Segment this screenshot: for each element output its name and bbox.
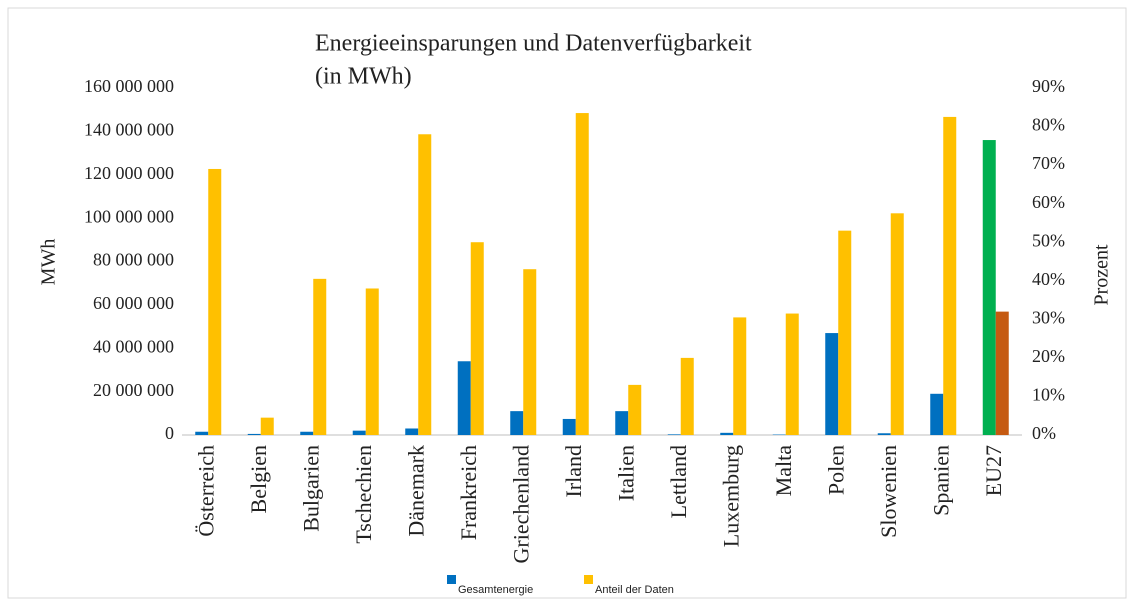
- legend-swatch: [584, 575, 593, 584]
- bar: [943, 116, 957, 436]
- bar: [300, 431, 314, 435]
- x-tick-label: Tschechien: [351, 445, 376, 544]
- bar: [208, 168, 222, 435]
- bar: [405, 428, 419, 435]
- y2-tick-label: 60%: [1032, 192, 1065, 212]
- bar: [890, 213, 904, 435]
- bar: [838, 230, 852, 435]
- bar: [733, 317, 747, 435]
- legend-label: Anteil der Daten: [595, 584, 674, 596]
- bar: [523, 269, 537, 435]
- bar: [877, 433, 891, 435]
- y2-tick-label: 30%: [1032, 307, 1065, 327]
- x-tick-label: Bulgarien: [298, 445, 323, 532]
- bar: [457, 361, 471, 435]
- bar: [418, 134, 432, 435]
- bar: [785, 313, 799, 435]
- y-tick-label: 80 000 000: [93, 250, 174, 270]
- bar: [825, 333, 839, 435]
- bar: [247, 433, 261, 435]
- x-tick-label: Frankreich: [456, 445, 481, 540]
- legend-label: Gesamtenergie: [458, 584, 533, 596]
- x-tick-label: Dänemark: [403, 445, 428, 537]
- y-tick-label: 160 000 000: [84, 76, 174, 96]
- bar: [562, 418, 576, 435]
- y-tick-label: 0: [165, 423, 174, 443]
- y2-tick-label: 80%: [1032, 115, 1065, 135]
- bar: [352, 430, 366, 435]
- bar: [510, 411, 524, 435]
- x-tick-label: Irland: [561, 445, 586, 498]
- bar: [313, 278, 327, 435]
- y2-tick-label: 40%: [1032, 269, 1065, 289]
- x-tick-label: EU27: [981, 445, 1006, 496]
- y2-tick-label: 70%: [1032, 153, 1065, 173]
- y-tick-label: 20 000 000: [93, 380, 174, 400]
- y-axis-label: MWh: [38, 239, 60, 286]
- x-tick-label: Polen: [823, 445, 848, 495]
- legend-swatch: [447, 575, 456, 584]
- bar: [615, 411, 629, 435]
- x-tick-label: Italien: [613, 445, 638, 501]
- y2-tick-label: 0%: [1032, 423, 1056, 443]
- y-tick-label: 60 000 000: [93, 293, 174, 313]
- y2-tick-label: 20%: [1032, 346, 1065, 366]
- y-tick-label: 40 000 000: [93, 336, 174, 356]
- bar: [365, 288, 379, 435]
- bar: [575, 113, 589, 436]
- x-tick-label: Lettland: [666, 445, 691, 518]
- x-tick-label: Luxemburg: [718, 445, 743, 547]
- x-tick-label: Slowenien: [876, 445, 901, 538]
- y-tick-label: 140 000 000: [84, 120, 174, 140]
- x-tick-label: Spanien: [928, 445, 953, 516]
- bar: [930, 393, 944, 435]
- x-tick-label: Malta: [771, 445, 796, 497]
- chart-frame: [7, 7, 1127, 599]
- bar: [982, 140, 996, 436]
- x-tick-label: Österreich: [193, 445, 218, 537]
- chart-title: Energieeinsparungen und Datenverfügbarke…: [315, 31, 752, 57]
- bar: [680, 357, 694, 435]
- bar: [195, 431, 209, 435]
- x-tick-label: Griechenland: [508, 445, 533, 564]
- y2-tick-label: 10%: [1032, 385, 1065, 405]
- bar: [628, 384, 642, 435]
- y2-tick-label: 90%: [1032, 76, 1065, 96]
- bar: [260, 417, 274, 435]
- bar: [720, 432, 734, 435]
- x-tick-label: Belgien: [246, 445, 271, 513]
- y-tick-label: 100 000 000: [84, 206, 174, 226]
- y-tick-label: 120 000 000: [84, 163, 174, 183]
- bar: [667, 434, 681, 435]
- bar: [470, 242, 484, 435]
- y2-axis-label: Prozent: [1091, 244, 1113, 306]
- y2-tick-label: 50%: [1032, 230, 1065, 250]
- chart-title: (in MWh): [315, 64, 412, 90]
- bar: [995, 311, 1009, 435]
